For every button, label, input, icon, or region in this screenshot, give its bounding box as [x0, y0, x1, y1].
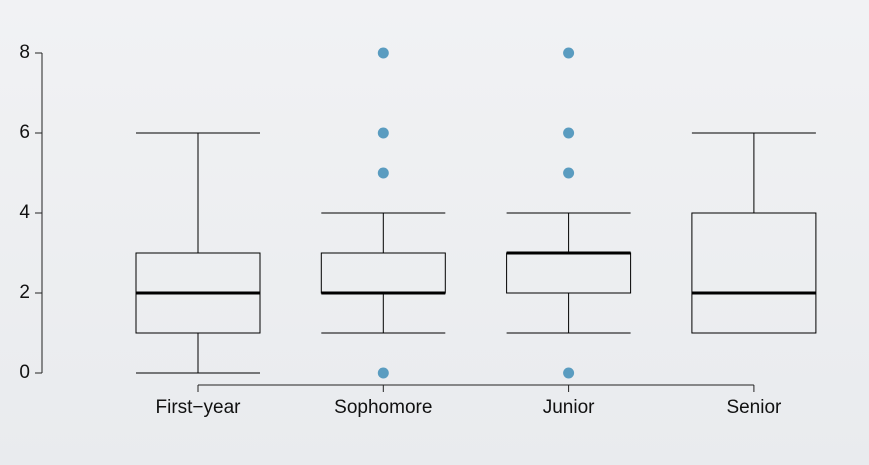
- outlier: [563, 167, 575, 179]
- x-tick-label: Sophomore: [334, 397, 432, 418]
- box: [506, 252, 632, 294]
- outlier: [563, 127, 575, 139]
- y-tick-label: 6: [19, 122, 30, 143]
- y-tick-label: 4: [19, 202, 30, 223]
- outlier: [377, 47, 389, 59]
- outlier: [377, 127, 389, 139]
- x-tick-label: Junior: [543, 397, 595, 418]
- outlier: [377, 367, 389, 379]
- box: [691, 212, 817, 334]
- box: [320, 252, 446, 294]
- y-tick-label: 2: [19, 282, 30, 303]
- y-tick-label: 0: [19, 362, 30, 383]
- x-tick-label: First−year: [156, 397, 242, 418]
- outlier: [563, 367, 575, 379]
- y-tick-label: 8: [19, 42, 30, 63]
- x-tick-label: Senior: [726, 397, 782, 418]
- outlier: [377, 167, 389, 179]
- outlier: [563, 47, 575, 59]
